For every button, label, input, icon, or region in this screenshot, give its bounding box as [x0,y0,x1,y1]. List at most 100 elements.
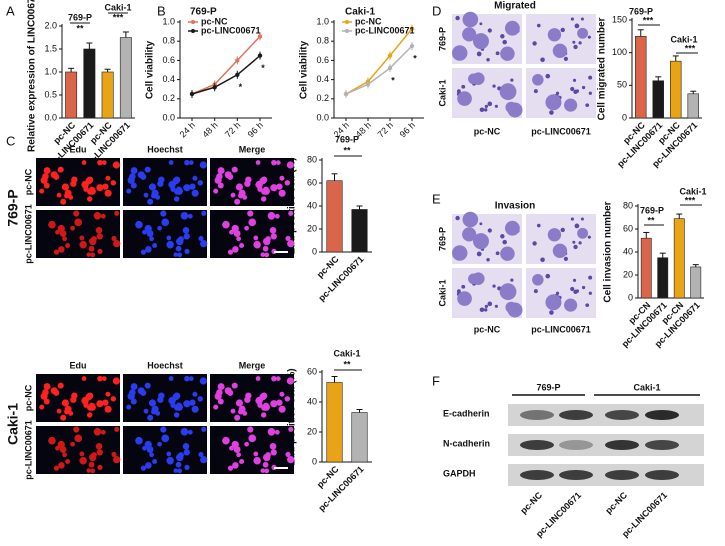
cell [200,240,208,248]
cell [86,412,93,418]
cell [239,459,245,464]
cell [64,192,70,199]
cell [213,404,219,410]
annotation: ** [647,215,655,225]
cell [96,401,102,406]
cell [545,294,562,311]
cell [148,183,157,191]
y-tick-label: 0.2 [316,93,329,103]
cell [234,198,241,205]
annotation: *** [685,195,696,205]
cell [43,398,50,405]
cell [74,434,83,443]
cell [462,11,479,28]
cell [279,175,285,181]
cell [269,226,277,234]
scale-bar [274,467,288,469]
cell [274,429,280,435]
micrograph [36,374,120,422]
cell [160,210,167,217]
cell [157,180,164,187]
cell [101,160,107,165]
cell [144,166,151,173]
bar [83,48,96,119]
cell [235,183,244,191]
y-tick-label: 0.0 [316,112,329,122]
cell [113,240,121,248]
x-tick-label: 72 h [376,120,395,139]
band [605,470,639,480]
cell [264,252,270,258]
cell [564,98,578,112]
cell [578,241,582,245]
cell [140,465,147,471]
cell [97,464,103,470]
cell [56,408,62,414]
bar [326,180,343,253]
cell [177,468,183,474]
annotation: Caki-1 [333,348,360,358]
cell [263,237,271,246]
cell [199,377,207,385]
cell [59,446,67,453]
column-label: pc-NC [474,126,501,136]
y-tick-label: 0.0 [44,112,57,122]
annotation: *** [685,43,696,53]
cell [166,451,172,457]
cell [510,78,514,82]
cell [86,252,91,257]
annotation: 769-P [335,134,359,144]
cell [105,391,111,397]
bar [687,93,699,119]
cell [111,451,117,458]
cell [184,159,190,166]
micrograph [36,158,120,206]
series-line [191,55,261,95]
cell [532,241,537,246]
cell [187,429,193,435]
cell [577,227,589,239]
cell [90,468,96,474]
series-line [345,45,413,95]
annotation: ** [343,145,351,155]
bar [635,36,647,119]
bar [351,412,368,463]
cell [502,39,507,45]
bar [326,382,343,463]
cell [55,445,60,451]
cell [549,110,554,115]
column-label: Merge [239,360,266,370]
cell [229,229,234,235]
y-axis-title: Cell viability [299,40,310,99]
cell [144,382,151,389]
cell [572,40,576,44]
cell [90,252,96,258]
cell [89,237,97,246]
cell [61,399,70,407]
cell [230,192,236,198]
x-tick-label: pc-LINC00671 [316,254,365,303]
cell [175,186,182,193]
cell [285,235,291,242]
protein-label: E-cadherin [443,408,490,418]
cell [494,104,498,108]
cell [201,426,207,432]
y-axis-title: Cell invasion number [603,201,614,302]
bar [351,209,368,253]
cell [532,41,537,46]
band [520,470,554,480]
cell [552,43,568,58]
annotation: 769-P [68,12,92,22]
cell [201,210,207,216]
cell [267,212,276,220]
band [605,440,639,450]
cell [262,402,269,409]
cell [157,441,162,447]
cell [532,274,544,286]
cell [86,468,91,473]
cell [499,283,517,301]
annotation: * [391,75,395,85]
cell [216,173,223,180]
y-tick-label: 80 [623,200,633,210]
